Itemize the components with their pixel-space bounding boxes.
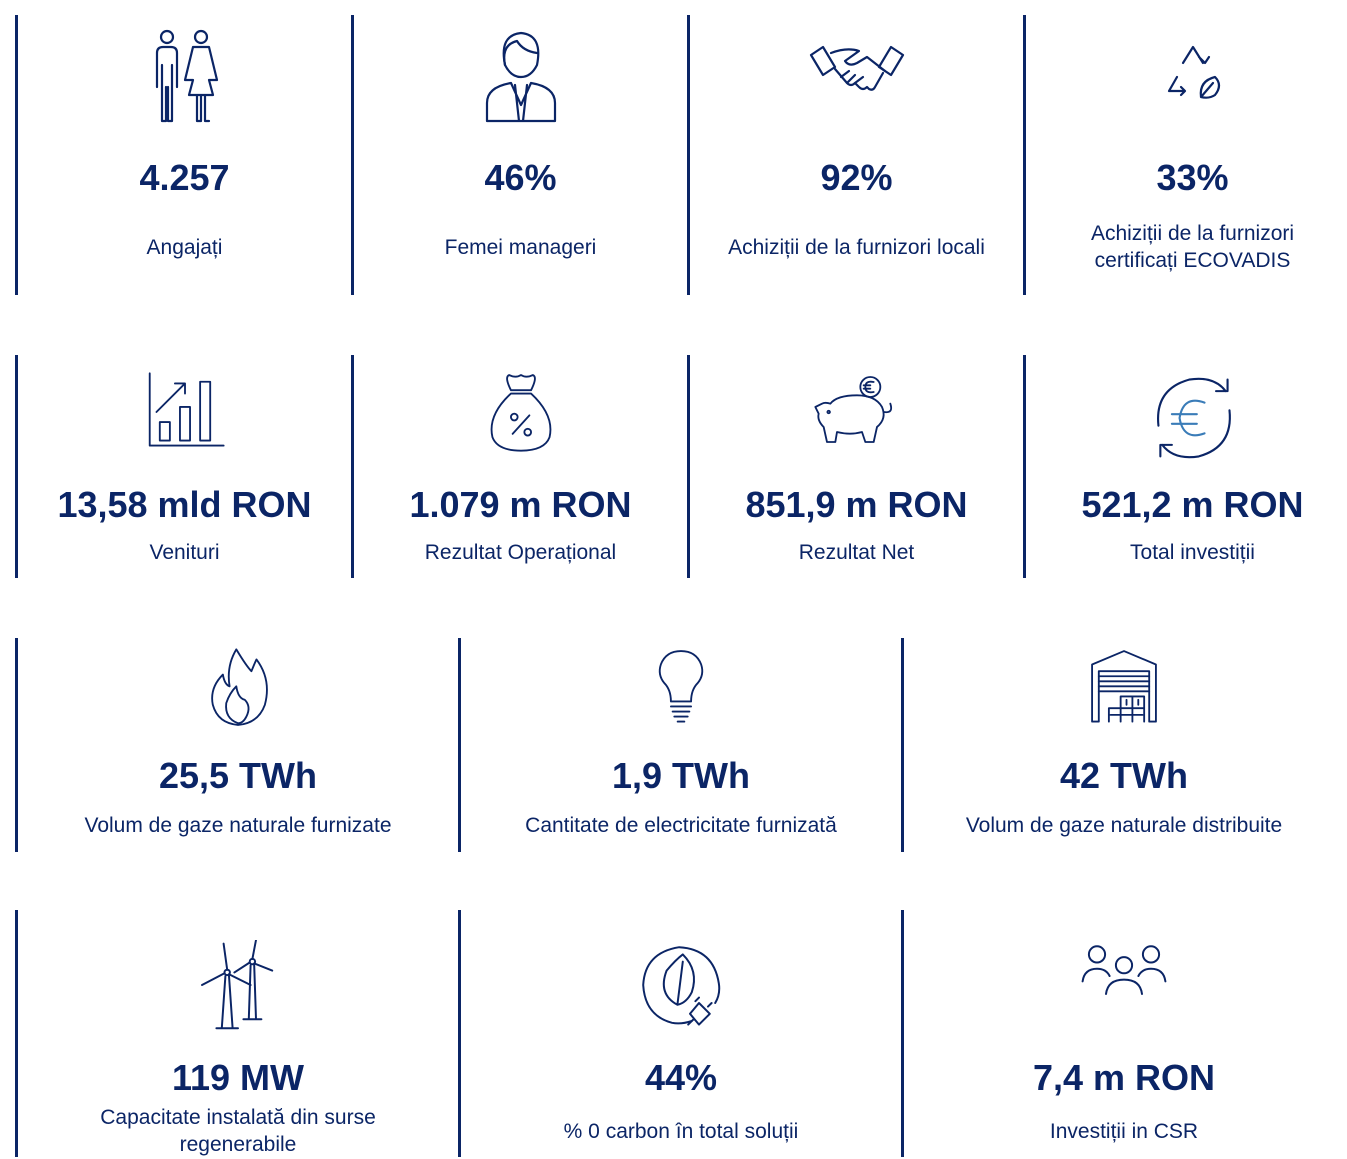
icon-piggy-bank	[813, 376, 892, 443]
kpi-value: 33%	[1156, 157, 1229, 198]
kpi-label: Achiziții de la furnizori locali	[690, 215, 1023, 279]
kpi-cell: 33% Achiziții de la furnizori certificaț…	[1023, 15, 1347, 295]
kpi-value: 4.257	[139, 157, 230, 198]
kpi-label-text: Venituri	[149, 540, 220, 564]
icon-warehouse	[1091, 650, 1157, 723]
kpi-cell: 4.257 Angajați	[15, 15, 351, 295]
icon-people	[155, 29, 218, 123]
icon-euro-cycle	[1156, 377, 1231, 459]
kpi-cell: 13,58 mld RON Venituri	[15, 355, 351, 578]
kpi-label-text: Volum de gaze naturale furnizate	[84, 813, 392, 837]
kpi-cell: 521,2 m RON Total investiții	[1023, 355, 1347, 578]
kpi-value: 521,2 m RON	[1081, 484, 1304, 525]
icon-wind-turbines	[201, 940, 274, 1030]
kpi-cell: 42 TWh Volum de gaze naturale distribuit…	[901, 638, 1344, 852]
kpi-value: 119 MW	[171, 1057, 305, 1098]
kpi-label-text: Rezultat Net	[798, 540, 915, 564]
kpi-label-text: Capacitate instalată din surse regenerab…	[100, 1106, 376, 1156]
kpi-label-text: Total investiții	[1130, 540, 1255, 564]
kpi-label: Cantitate de electricitate furnizată	[461, 808, 901, 842]
kpi-cell: 46% Femei manageri	[351, 15, 687, 295]
kpi-label: Rezultat Operațional	[354, 535, 687, 569]
kpi-label: % 0 carbon în total soluții	[461, 1103, 901, 1159]
icon-leaf-plug	[642, 946, 721, 1026]
kpi-label: Volum de gaze naturale distribuite	[904, 808, 1344, 842]
kpi-label: Venituri	[18, 535, 351, 569]
icon-lightbulb	[658, 650, 704, 723]
kpi-label: Femei manageri	[354, 215, 687, 279]
kpi-cell: 7,4 m RON Investiții in CSR	[901, 910, 1344, 1157]
icon-growth-chart	[148, 372, 225, 447]
icon-woman	[485, 31, 556, 123]
kpi-cell: 851,9 m RON Rezultat Net	[687, 355, 1023, 578]
kpi-cell: 119 MW Capacitate instalată din surse re…	[15, 910, 458, 1157]
kpi-value: 1,9 TWh	[611, 755, 750, 796]
icon-money-bag	[490, 374, 551, 452]
kpi-cell: 44% % 0 carbon în total soluții	[458, 910, 901, 1157]
kpi-value: 42 TWh	[1059, 755, 1188, 796]
kpi-label: Volum de gaze naturale furnizate	[18, 808, 458, 842]
kpi-label-text: Volum de gaze naturale distribuite	[965, 813, 1283, 837]
kpi-cell: 1.079 m RON Rezultat Operațional	[351, 355, 687, 578]
kpi-value: 92%	[820, 157, 893, 198]
kpi-value: 44%	[644, 1057, 718, 1098]
kpi-label: Capacitate instalată din surse regenerab…	[18, 1103, 458, 1159]
kpi-value: 13,58 mld RON	[57, 484, 312, 525]
kpi-label: Total investiții	[1026, 535, 1347, 569]
kpi-label-text: % 0 carbon în total soluții	[563, 1119, 799, 1143]
icon-recycle-leaf	[1167, 45, 1220, 99]
kpi-value: 25,5 TWh	[158, 755, 318, 796]
kpi-label-text: Achiziții de la furnizori certificați EC…	[1090, 222, 1295, 272]
kpi-label-text: Rezultat Operațional	[424, 540, 617, 564]
kpi-label: Achiziții de la furnizori certificați EC…	[1026, 215, 1347, 279]
kpi-value: 1.079 m RON	[409, 484, 632, 525]
kpi-label: Investiții in CSR	[904, 1103, 1344, 1159]
kpi-label-text: Angajați	[146, 235, 223, 259]
kpi-label: Rezultat Net	[690, 535, 1023, 569]
kpi-label-text: Achiziții de la furnizori locali	[728, 235, 985, 259]
icon-flame	[211, 648, 268, 726]
icon-handshake	[809, 45, 904, 91]
kpi-label-text: Cantitate de electricitate furnizată	[525, 813, 837, 837]
kpi-label: Angajați	[18, 215, 351, 279]
kpi-label-text: Investiții in CSR	[1049, 1119, 1199, 1143]
kpi-value: 46%	[484, 157, 557, 198]
kpi-value: 851,9 m RON	[745, 484, 968, 525]
icon-group	[1081, 945, 1167, 995]
kpi-value: 7,4 m RON	[1032, 1057, 1216, 1098]
kpi-label-text: Femei manageri	[444, 235, 597, 259]
kpi-cell: 1,9 TWh Cantitate de electricitate furni…	[458, 638, 901, 852]
kpi-cell: 92% Achiziții de la furnizori locali	[687, 15, 1023, 295]
kpi-cell: 25,5 TWh Volum de gaze naturale furnizat…	[15, 638, 458, 852]
